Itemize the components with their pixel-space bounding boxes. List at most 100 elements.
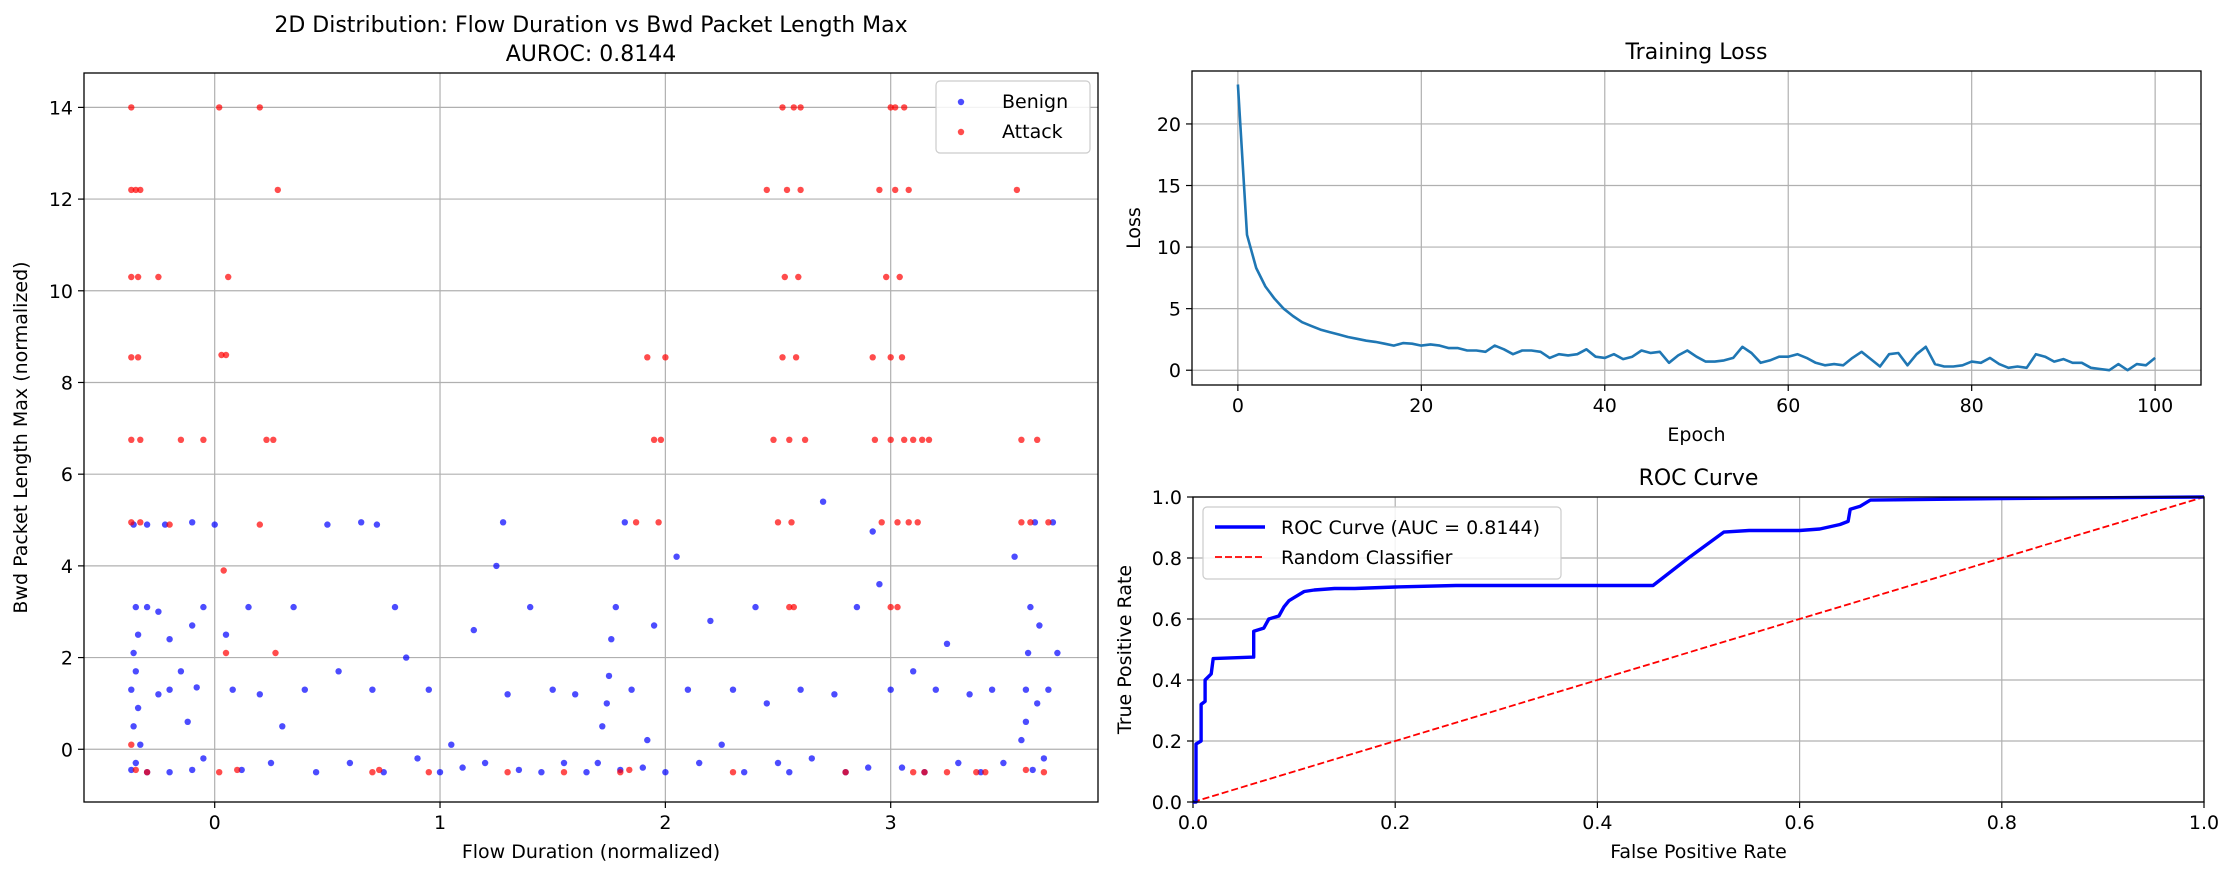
attack-point [982, 769, 989, 776]
attack-point [779, 104, 786, 111]
attack-point [166, 521, 173, 528]
benign-point [599, 723, 606, 730]
attack-point [774, 519, 782, 526]
benign-point [718, 741, 725, 748]
benign-point [391, 603, 399, 611]
attack-point [128, 186, 135, 194]
benign-point [1029, 766, 1036, 774]
attack-point [910, 769, 917, 776]
x-tick-label: 80 [1960, 395, 1984, 417]
y-tick-label: 15 [1157, 176, 1181, 198]
x-tick-label: 0.0 [1178, 812, 1208, 834]
attack-point [919, 436, 926, 443]
benign-point [1031, 519, 1039, 526]
attack-point [504, 769, 511, 776]
y-tick-label: 12 [49, 189, 73, 211]
attack-point [1045, 519, 1052, 526]
x-tick-label: 0.2 [1380, 812, 1410, 834]
benign-point [869, 528, 876, 535]
attack-point [788, 519, 795, 526]
benign-point [865, 764, 872, 771]
loss-line [1236, 84, 2156, 372]
attack-point [256, 521, 263, 528]
benign-point [134, 631, 142, 638]
attack-point [220, 567, 227, 574]
axes-frame [83, 72, 1099, 803]
training-loss-panel: 0 20 40 60 80 100 0 5 10 15 20 Training Loss Epoch Lo… [1123, 40, 2202, 446]
attack-point [216, 104, 223, 111]
benign-point [155, 608, 162, 615]
benign-point [290, 603, 297, 611]
benign-point [373, 521, 381, 528]
benign-point [988, 686, 996, 693]
roc-curve-panel: 0.0 0.2 0.4 0.6 0.8 1.0 0.0 0.2 0.4 0.6 0.8 1.0 ROC … [1114, 466, 2219, 863]
benign-point [603, 700, 610, 707]
attack-point [910, 436, 917, 443]
benign-point [729, 686, 737, 693]
benign-point [786, 769, 793, 776]
attack-point [644, 354, 651, 361]
x-tick-label: 0 [209, 812, 221, 834]
random-classifier-line [1192, 496, 2205, 803]
benign-point [335, 668, 342, 675]
x-tick-label: 3 [885, 812, 897, 834]
attack-point [272, 649, 279, 657]
y-tick-label: 6 [61, 464, 73, 486]
attack-point [200, 436, 207, 443]
benign-point [238, 766, 245, 774]
y-tick-label: 5 [1169, 299, 1181, 321]
benign-point [752, 603, 759, 611]
benign-point [977, 769, 984, 776]
attack-point [1034, 436, 1041, 443]
benign-point [1022, 686, 1030, 693]
attack-point [894, 603, 901, 611]
y-tick-label: 20 [1157, 114, 1181, 136]
attack-point [797, 104, 804, 111]
attack-point [892, 104, 899, 111]
benign-point [538, 769, 545, 776]
benign-point [193, 684, 200, 691]
y-tick-label: 2 [61, 648, 73, 670]
series-benign [128, 498, 1061, 776]
benign-point [831, 691, 838, 698]
benign-point [639, 764, 646, 771]
attack-point [128, 519, 135, 526]
benign-point [774, 759, 782, 767]
attack-point [876, 186, 883, 194]
benign-point [369, 686, 376, 693]
benign-point [166, 636, 173, 643]
y-tick-label: 10 [1157, 237, 1181, 259]
y-tick-label: 8 [61, 372, 73, 394]
attack-point [905, 186, 912, 194]
benign-point [644, 736, 651, 744]
benign-point [898, 764, 906, 771]
attack-point [128, 354, 135, 361]
attack-point [137, 519, 144, 526]
attack-point [143, 769, 151, 776]
legend-marker-1 [957, 128, 965, 136]
series-attack [128, 104, 1052, 776]
attack-point [128, 273, 135, 281]
attack-point [887, 436, 894, 443]
benign-point [662, 769, 669, 776]
attack-point [921, 769, 928, 776]
attack-point [781, 273, 788, 281]
attack-point [263, 436, 270, 443]
benign-point [696, 759, 703, 767]
benign-point [132, 668, 139, 675]
benign-point [403, 654, 410, 661]
benign-point [1027, 603, 1034, 611]
x-axis-label: Epoch [1667, 424, 1725, 446]
chart-subtitle: AUROC: 0.8144 [506, 42, 677, 67]
benign-point [493, 562, 500, 570]
benign-point [481, 759, 489, 767]
chart-title: Training Loss [1624, 40, 1767, 65]
attack-point [795, 273, 802, 281]
x-tick-label: 20 [1409, 395, 1433, 417]
benign-point [527, 603, 534, 611]
x-tick-label: 40 [1593, 395, 1617, 417]
benign-point [312, 769, 320, 776]
benign-point [966, 691, 973, 698]
